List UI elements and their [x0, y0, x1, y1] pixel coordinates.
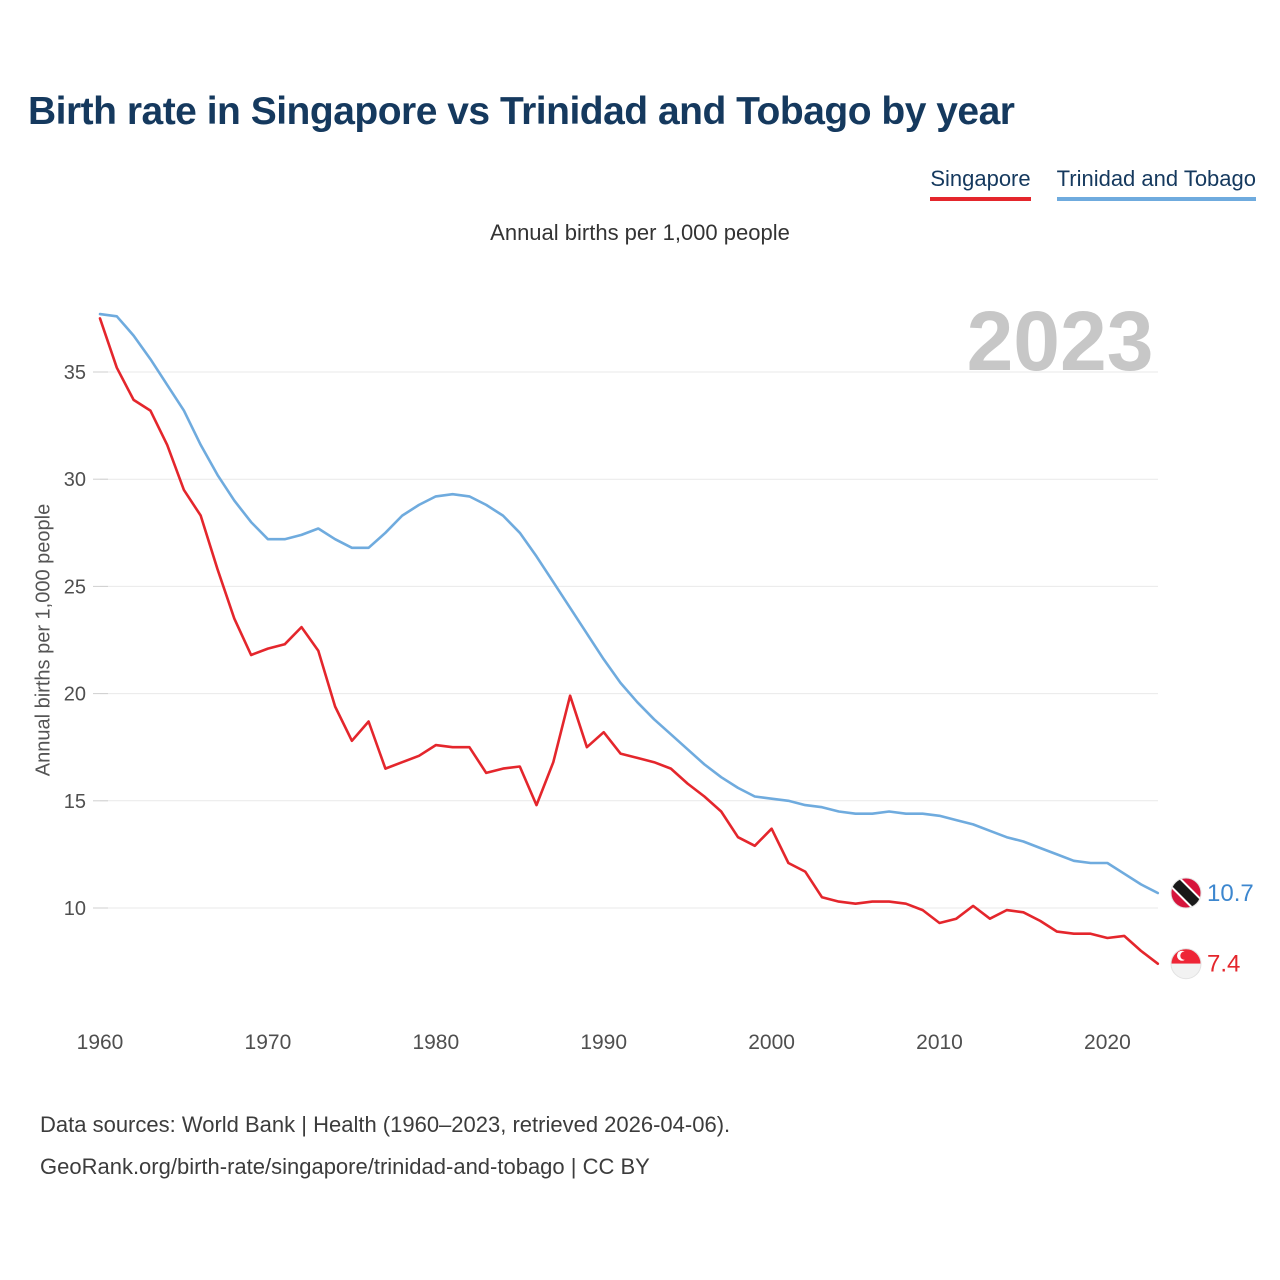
series-line-singapore	[98, 317, 1160, 966]
x-tick-label: 1990	[580, 1031, 627, 1054]
y-tick-label: 25	[64, 576, 86, 598]
y-tick-label: 15	[64, 791, 86, 813]
x-tick-label: 1980	[412, 1031, 459, 1054]
watermark-year: 2023	[967, 294, 1154, 388]
attribution-text: GeoRank.org/birth-rate/singapore/trinida…	[40, 1153, 650, 1179]
y-tick-label: 35	[64, 362, 86, 384]
y-tick-label: 30	[64, 469, 86, 491]
end-label-trinidad-and-tobago: 10.7	[1207, 880, 1254, 907]
legend-item-singapore[interactable]: Singapore	[930, 166, 1031, 201]
chart-subtitle: Annual births per 1,000 people	[490, 220, 790, 245]
x-tick-label: 2020	[1084, 1031, 1131, 1054]
y-tick-label: 10	[64, 898, 86, 920]
trinidad-and-tobago-flag-icon	[1170, 877, 1202, 909]
x-tick-label: 2010	[916, 1031, 963, 1054]
x-tick-label: 1960	[77, 1031, 124, 1054]
singapore-flag-icon	[1170, 948, 1202, 980]
chart-canvas: 10 15 20 25 30 35 1960 1970 1980 1990 2000 2010 2020…	[64, 294, 1254, 1054]
x-tick-label: 1970	[245, 1031, 292, 1054]
y-tick-label: 20	[64, 684, 86, 706]
legend-item-trinidad-and-tobago[interactable]: Trinidad and Tobago	[1056, 166, 1256, 201]
x-tick-label: 2000	[748, 1031, 795, 1054]
data-sources-text: Data sources: World Bank | Health (1960–…	[40, 1112, 731, 1137]
footer: Data sources: World Bank | Health (1960–…	[40, 1104, 1250, 1188]
series-line-trinidad-and-tobago	[98, 312, 1160, 895]
legend: Singapore Trinidad and Tobago	[930, 166, 1256, 201]
page-title: Birth rate in Singapore vs Trinidad and …	[28, 90, 1015, 133]
end-label-singapore: 7.4	[1207, 951, 1240, 978]
